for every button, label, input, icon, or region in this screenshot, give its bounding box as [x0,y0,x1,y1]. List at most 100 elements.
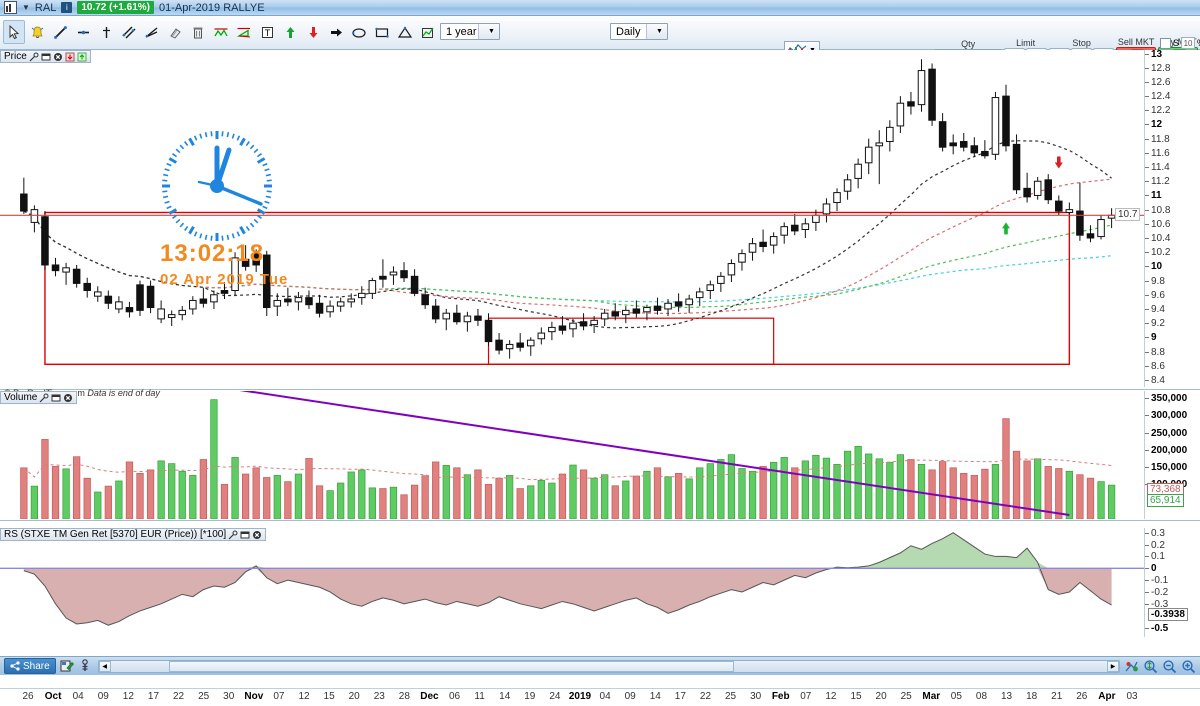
caret-down-icon[interactable]: ▼ [22,4,30,12]
date-tick: 26 [1076,691,1087,702]
freehand-tool[interactable] [417,20,439,44]
date-tick: 19 [524,691,535,702]
stop-checkbox[interactable] [1160,38,1171,49]
date-tick: 28 [399,691,410,702]
data-note: Data is end of day [87,388,160,398]
alert-tool[interactable] [26,20,48,44]
fit-icon[interactable] [1143,659,1158,674]
price-plot[interactable] [0,50,1145,387]
snapshot-icon[interactable] [60,659,75,674]
up-arrow-tool[interactable] [279,20,301,44]
date-tick: 22 [700,691,711,702]
window-icon[interactable] [51,393,61,403]
date-tick: 08 [976,691,987,702]
rectangle-tool[interactable] [371,20,393,44]
move-up-icon[interactable] [77,52,87,62]
price-tick: 10.4 [1145,238,1200,239]
settings-icon[interactable] [228,530,238,540]
price-tick: 9 [1145,337,1200,338]
share-label: Share [23,661,50,672]
replay-icon[interactable] [1124,659,1139,674]
volume-panel-header[interactable]: Volume [0,391,77,404]
scrollbar-thumb[interactable] [169,661,734,672]
zoom-out-icon[interactable] [1162,659,1177,674]
main-toolbar: T [0,17,1200,50]
stop-option-label: S [1173,38,1179,48]
info-icon[interactable]: i [61,2,72,13]
rs-tick: 0 [1145,568,1200,569]
date-tick: 06 [449,691,460,702]
text-tool[interactable]: T [256,20,278,44]
flag-tool[interactable] [233,20,255,44]
close-icon[interactable] [252,530,262,540]
ellipse-tool[interactable] [348,20,370,44]
chevron-down-icon[interactable]: ▼ [646,24,667,39]
close-icon[interactable] [63,393,73,403]
date-tick: 14 [499,691,510,702]
share-button[interactable]: Share [4,658,56,674]
limit-label: Limit [1016,38,1035,48]
price-tick: 9.8 [1145,281,1200,282]
arrow-left-icon[interactable]: ◀ [99,661,111,672]
close-icon[interactable] [53,52,63,62]
pointer-tool[interactable] [3,20,25,44]
price-panel-header[interactable]: Price [0,50,91,63]
horizontal-line-tool[interactable] [72,20,94,44]
trash-tool[interactable] [187,20,209,44]
date-tick: 25 [901,691,912,702]
volume-tick: 200,000 [1145,450,1200,451]
volume-pane[interactable]: 350,000300,000250,000200,000150,000100,0… [0,391,1200,519]
volume-axis[interactable]: 350,000300,000250,000200,000150,000100,0… [1144,391,1200,519]
quote-badge: 10.72 (+1.61%) [77,1,154,14]
window-title-bar: ▼ RAL i 10.72 (+1.61%) 01-Apr-2019 RALLY… [0,0,1200,16]
settings-icon[interactable] [39,393,49,403]
svg-text:T: T [264,28,270,38]
pane-divider-2[interactable] [0,520,1200,521]
price-panel-title: Price [4,51,27,62]
parallel-lines-tool[interactable] [118,20,140,44]
settings-icon[interactable] [29,52,39,62]
date-tick: Oct [45,691,62,702]
timeframe-select[interactable]: 1 year ▼ [440,23,500,40]
date-tick: 18 [1026,691,1037,702]
right-arrow-tool[interactable] [325,20,347,44]
pane-divider-1[interactable] [0,389,1200,390]
stop-percent-input[interactable]: 10 [1181,37,1195,49]
price-tick: 12.2 [1145,110,1200,111]
date-tick: 20 [876,691,887,702]
date-tick: 12 [825,691,836,702]
rs-panel-header[interactable]: RS (STXE TM Gen Ret [5370] EUR (Price)) … [0,528,266,541]
vertical-line-tool[interactable] [95,20,117,44]
triangle-tool[interactable] [394,20,416,44]
settings-tools-icon[interactable] [79,659,94,674]
rs-tick: -0.2 [1145,592,1200,593]
prorealtime-chart-window: ▼ RAL i 10.72 (+1.61%) 01-Apr-2019 RALLY… [0,0,1200,675]
chevron-down-icon[interactable]: ▼ [478,24,499,39]
rs-plot[interactable] [0,528,1145,637]
fan-lines-tool[interactable] [141,20,163,44]
arrow-right-icon[interactable]: ▶ [1107,661,1119,672]
window-icon[interactable] [240,530,250,540]
share-icon [10,661,20,671]
volume-plot[interactable] [0,391,1145,519]
zigzag-tool[interactable] [210,20,232,44]
move-down-icon[interactable] [65,52,75,62]
trendline-tool[interactable] [49,20,71,44]
horizontal-scrollbar[interactable]: ◀ ▶ [98,660,1120,673]
eraser-tool[interactable] [164,20,186,44]
price-tick: 8.6 [1145,366,1200,367]
price-tick: 9.6 [1145,295,1200,296]
window-icon[interactable] [41,52,51,62]
price-tick: 10.6 [1145,224,1200,225]
down-arrow-tool[interactable] [302,20,324,44]
period-select[interactable]: Daily ▼ [610,23,668,40]
symbol-label[interactable]: RAL [35,2,56,14]
date-tick: 23 [374,691,385,702]
zoom-in-icon[interactable] [1181,659,1196,674]
